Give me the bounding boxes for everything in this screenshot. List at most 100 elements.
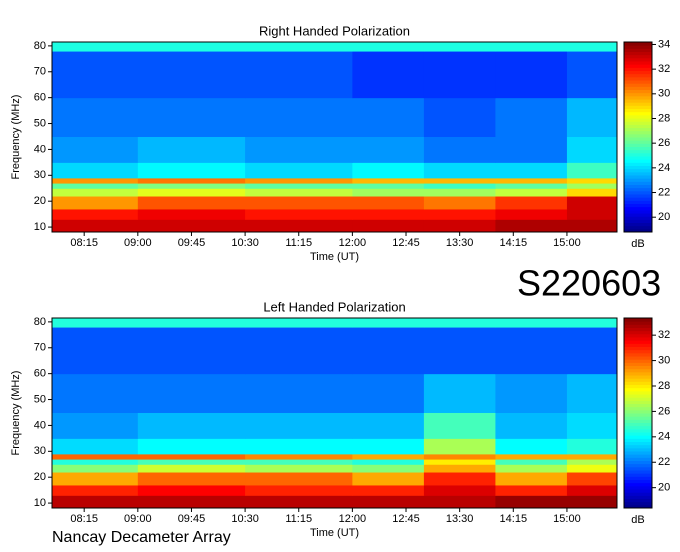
heatmap-cell [352, 97, 425, 137]
heatmap-cell [52, 208, 139, 220]
heatmap-cell [245, 495, 353, 509]
heatmap-cell [245, 484, 353, 496]
y-tick-label: 70 [34, 66, 46, 78]
heatmap-cell [495, 219, 568, 233]
colorbar-step [624, 352, 652, 357]
heatmap-cell [245, 51, 353, 99]
colorbar-step [624, 222, 652, 227]
plot-frame [51, 317, 618, 509]
colorbar-step [624, 387, 652, 392]
heatmap-cell [245, 453, 353, 460]
heatmap-cell [52, 42, 139, 52]
heatmap-cell [137, 464, 246, 473]
heatmap-cell [352, 219, 425, 233]
heatmap-cell [352, 136, 425, 163]
colorbar-step [624, 121, 652, 125]
colorbar-step [624, 406, 652, 411]
colorbar-step [624, 162, 652, 166]
heatmap-cell [566, 136, 618, 163]
heatmap-cell [566, 177, 618, 184]
colorbar-step [624, 451, 652, 455]
colorbar-tick-label: 34 [658, 38, 670, 50]
heatmap-cell [352, 459, 425, 465]
heatmap-cell [245, 188, 353, 197]
heatmap-cell [137, 459, 246, 465]
x-tick-label: 09:45 [178, 237, 206, 249]
heatmap-cell [137, 472, 246, 486]
colorbar-step [624, 447, 652, 452]
heatmap-cell [495, 188, 568, 197]
colorbar-step [624, 349, 652, 354]
heatmap-cell [245, 327, 353, 375]
x-tick-label: 13:30 [446, 513, 474, 525]
x-tick-label: 14:15 [500, 513, 528, 525]
colorbar-tick-label: 26 [658, 405, 670, 417]
colorbar-step [624, 403, 652, 408]
colorbar-label: dB [631, 514, 644, 526]
heatmap-cell [245, 208, 353, 220]
heatmap-cell [137, 42, 246, 52]
colorbar-step [624, 108, 652, 113]
colorbar-step [624, 470, 652, 474]
heatmap-cell [566, 318, 618, 328]
heatmap-cell [52, 219, 139, 233]
heatmap-cell [566, 438, 618, 455]
heatmap-cell [423, 208, 496, 220]
colorbar-step [624, 143, 652, 147]
colorbar-step [624, 178, 652, 182]
heatmap-cell [52, 438, 139, 455]
colorbar-step [624, 228, 652, 233]
heatmap-cell [495, 438, 568, 455]
colorbar-step [624, 438, 652, 442]
x-tick-label: 10:30 [231, 513, 259, 525]
colorbar-step [624, 362, 652, 366]
colorbar-tick-label: 22 [658, 456, 670, 468]
colorbar-step [624, 343, 652, 347]
colorbar-step [624, 419, 652, 423]
heatmap-cell [352, 373, 425, 413]
colorbar-step [624, 318, 652, 322]
heatmap-cell [52, 373, 139, 413]
heatmap-cell [52, 51, 139, 99]
colorbar-step [624, 327, 652, 332]
heatmap-cell [137, 453, 246, 460]
x-axis-label: Time (UT) [310, 251, 359, 263]
heatmap-cell [245, 438, 353, 455]
heatmap-cell [495, 196, 568, 210]
heatmap-cell [137, 495, 246, 509]
heatmap-cell [137, 208, 246, 220]
heatmap-cell [52, 188, 139, 197]
colorbar-step [624, 209, 652, 214]
heatmap-cell [352, 42, 425, 52]
colorbar-step [624, 99, 652, 103]
colorbar-step [624, 479, 652, 484]
y-tick-label: 40 [34, 143, 46, 155]
heatmap-cell [245, 136, 353, 163]
heatmap-cell [566, 412, 618, 439]
colorbar-tick-label: 32 [658, 329, 670, 341]
heatmap-cell [352, 162, 425, 179]
heatmap-cell [352, 188, 425, 197]
heatmap-cell [566, 219, 618, 233]
x-tick-label: 14:15 [500, 237, 528, 249]
colorbar-step [624, 175, 652, 179]
observation-id: S220603 [517, 263, 661, 304]
colorbar-step [624, 397, 652, 401]
colorbar-step [624, 76, 652, 81]
heatmap-cell [352, 412, 425, 439]
heatmap-cell [352, 495, 425, 509]
heatmap-cell [52, 464, 139, 473]
colorbar-step [624, 340, 652, 344]
colorbar-step [624, 375, 652, 379]
colorbar-step [624, 83, 652, 87]
colorbar-step [624, 428, 652, 433]
heatmap-cell [566, 162, 618, 179]
x-tick-label: 12:45 [392, 237, 420, 249]
colorbar-frame [623, 41, 653, 233]
x-tick-label: 12:45 [392, 513, 420, 525]
colorbar-step [624, 492, 652, 496]
colorbar-step [624, 111, 652, 116]
heatmap-cell [52, 412, 139, 439]
heatmap-cell [566, 495, 618, 509]
